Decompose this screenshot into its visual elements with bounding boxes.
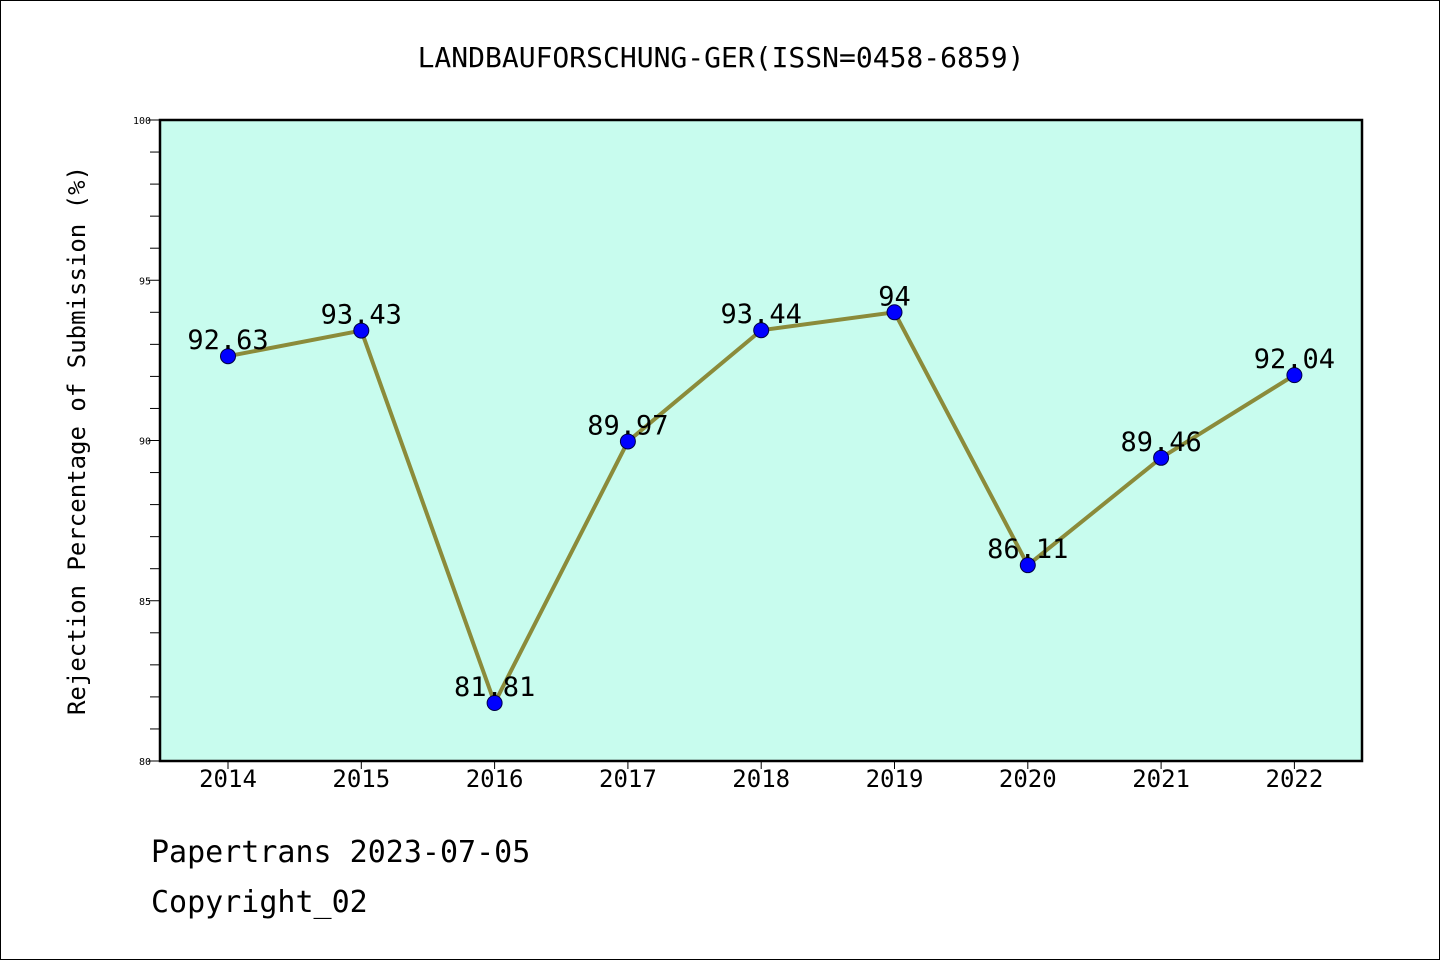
x-tick-label: 2018: [732, 765, 790, 793]
data-point: [753, 322, 770, 339]
x-tick-label: 2017: [599, 765, 657, 793]
data-label: 81.81: [454, 672, 535, 703]
x-tick-label: 2016: [466, 765, 524, 793]
y-axis-label: Rejection Percentage of Submission (%): [63, 166, 91, 715]
y-tick-label: 90: [139, 437, 151, 448]
data-label: 86.11: [987, 534, 1068, 565]
data-label: 92.04: [1254, 344, 1335, 375]
y-tick-label: 80: [139, 757, 151, 768]
footer-copyright: Copyright_02: [151, 885, 368, 920]
x-tick-label: 2015: [332, 765, 390, 793]
x-tick-label: 2014: [199, 765, 257, 793]
data-point: [1286, 367, 1303, 384]
data-point: [220, 348, 236, 365]
data-label: 94: [878, 281, 911, 312]
y-tick-label: 85: [139, 597, 151, 608]
x-tick-label: 2020: [999, 765, 1057, 793]
data-label: 92.63: [187, 325, 268, 356]
plot-area: [160, 120, 1362, 761]
plot-border: [158, 118, 1364, 763]
x-tick-label: 2019: [866, 765, 924, 793]
data-point: [619, 433, 636, 450]
data-point: [486, 694, 503, 711]
data-point: [886, 304, 903, 321]
y-tick-label: 100: [133, 116, 151, 127]
chart-title: LANDBAUFORSCHUNG-GER(ISSN=0458-6859): [418, 41, 1025, 74]
x-tick-label: 2022: [1266, 765, 1324, 793]
y-tick-label: 95: [139, 276, 151, 287]
data-label: 93.43: [321, 300, 402, 331]
data-label: 93.44: [721, 299, 802, 330]
x-tick-label: 2021: [1132, 765, 1190, 793]
data-point: [1153, 449, 1170, 466]
data-label: 89.97: [587, 410, 668, 441]
data-point: [353, 322, 370, 339]
footer-date: Papertrans 2023-07-05: [151, 835, 531, 870]
data-point: [1019, 557, 1036, 574]
data-label: 89.46: [1120, 427, 1201, 458]
